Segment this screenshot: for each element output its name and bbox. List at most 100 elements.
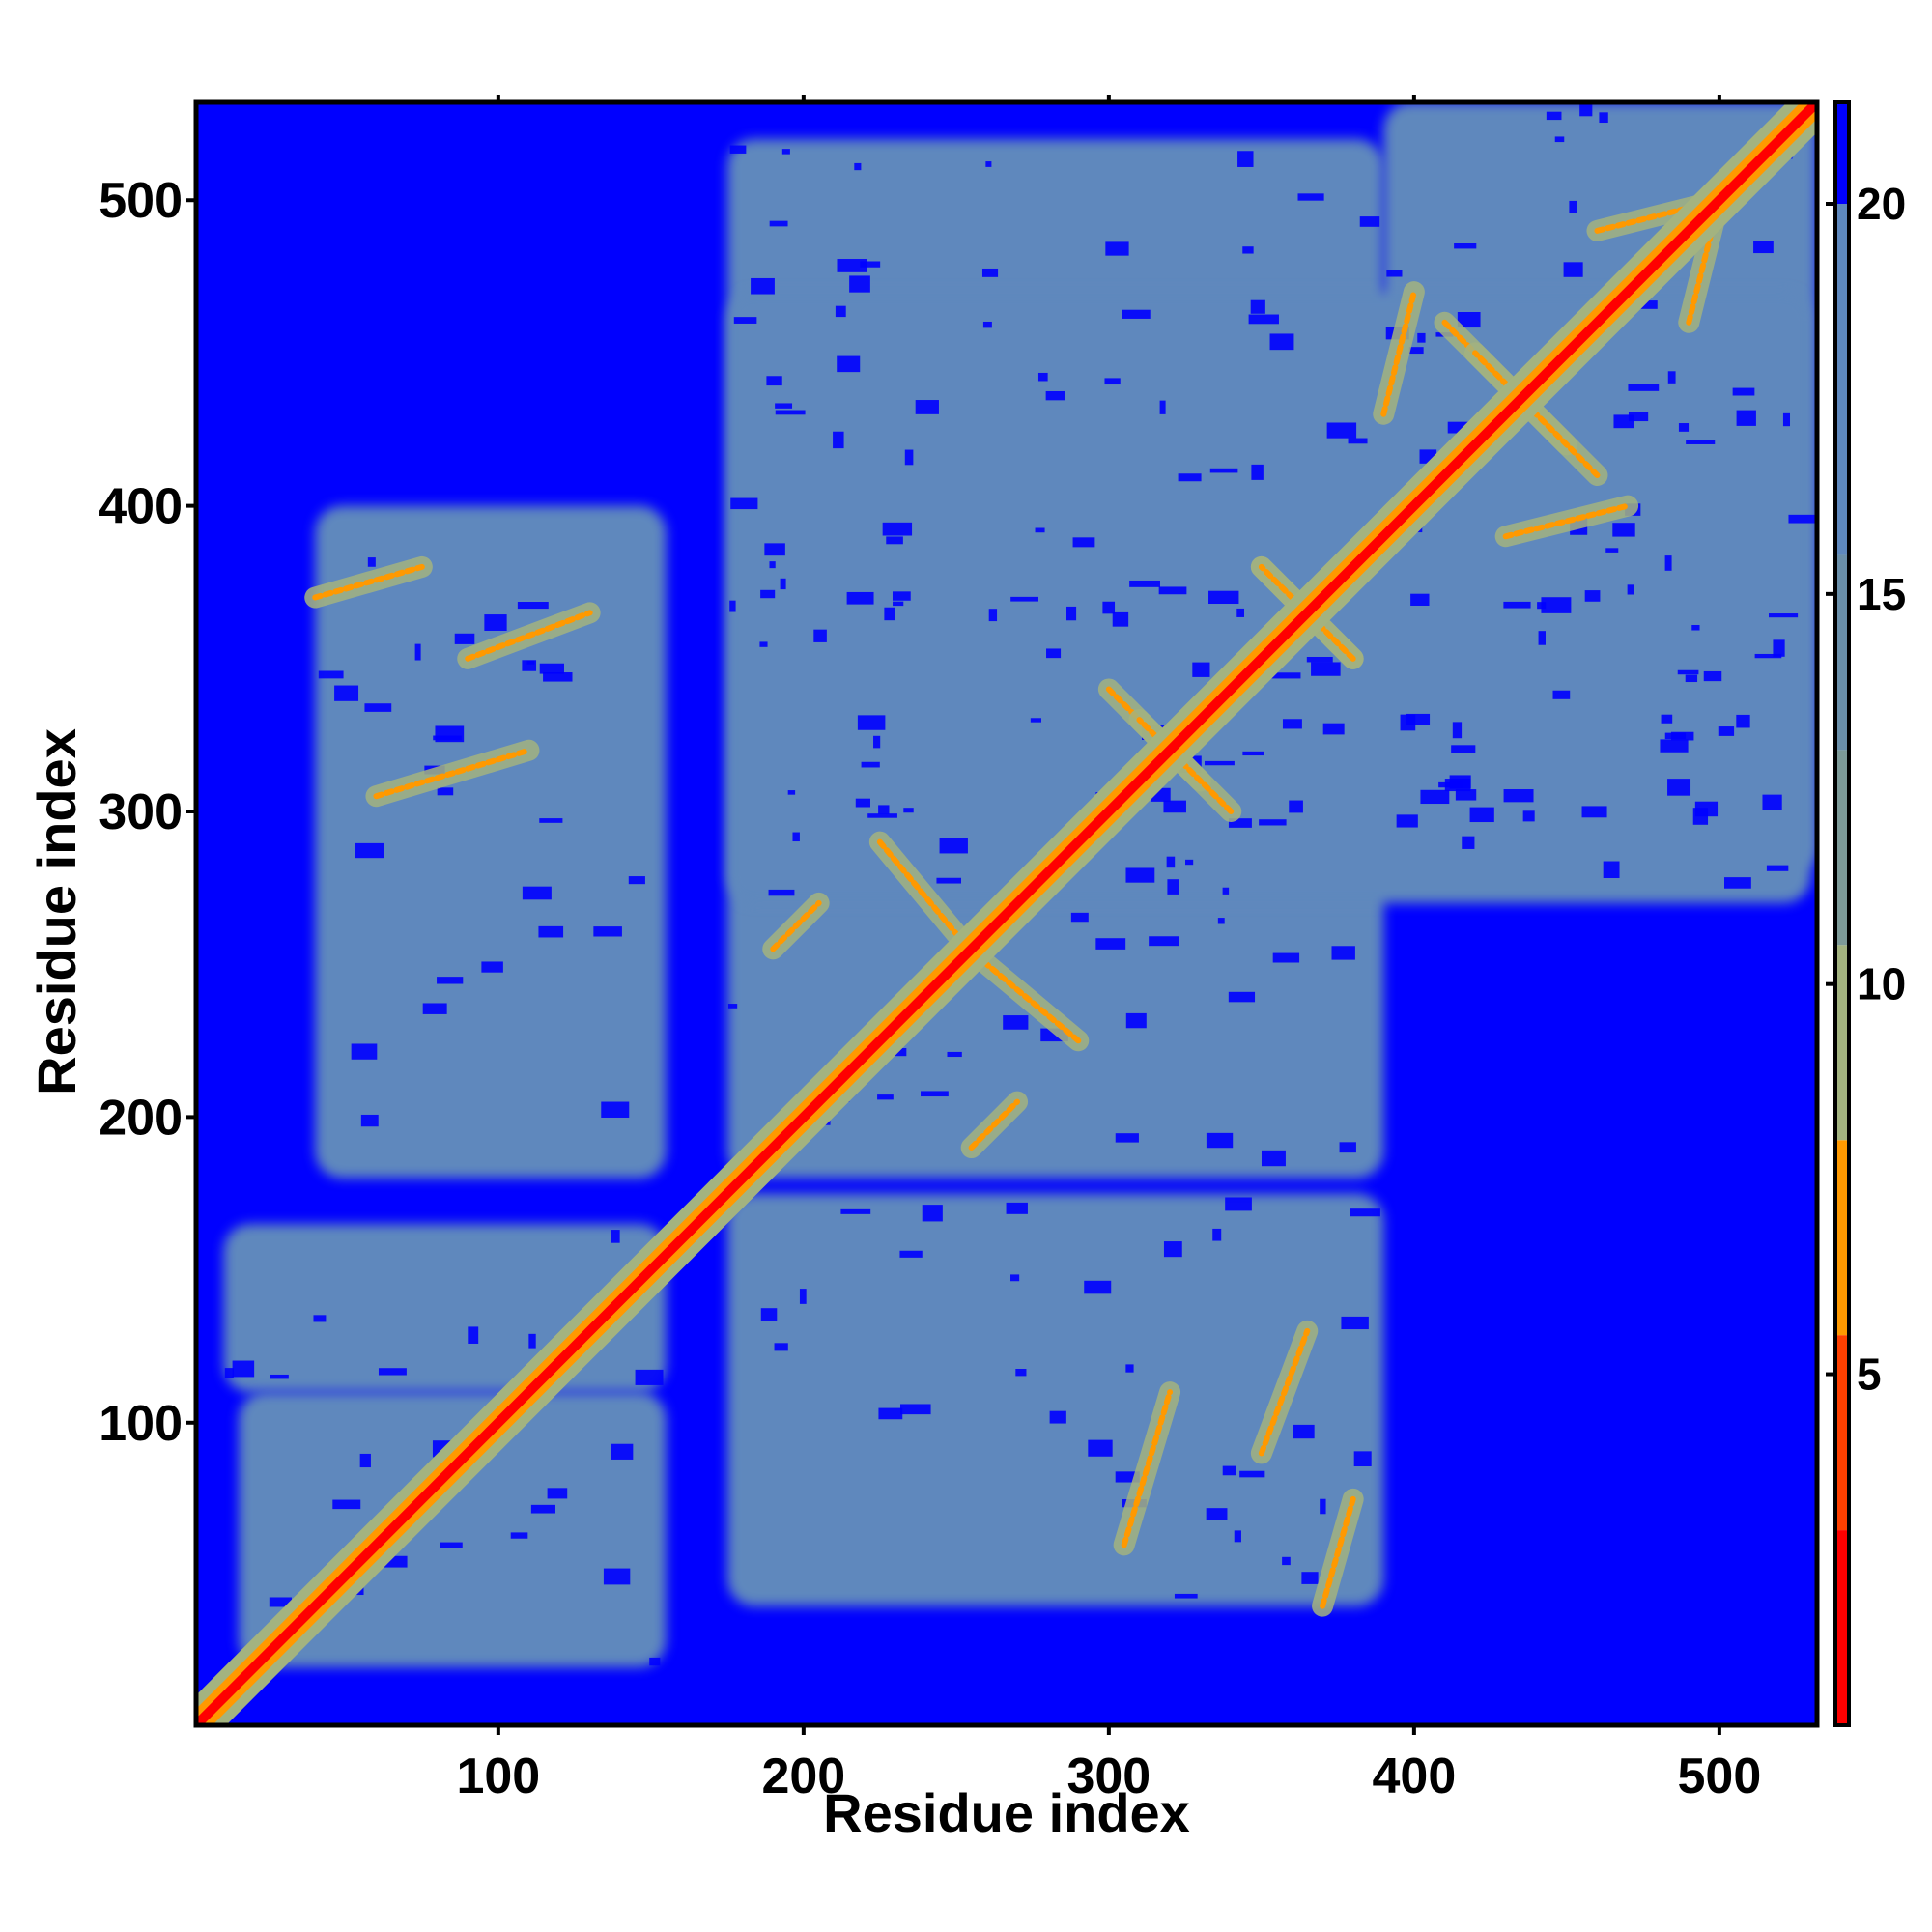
contact-gap (1359, 216, 1380, 227)
contact-gap (849, 275, 870, 293)
contact-gap (1581, 806, 1607, 818)
contact-feature (868, 831, 1090, 1052)
contact-gap (1049, 1410, 1066, 1424)
x-axis: 100 200 300 400 500 (456, 95, 1761, 1804)
contact-gap (547, 1488, 568, 1499)
contact-gap (1222, 887, 1230, 895)
contact-gap (1353, 1451, 1372, 1467)
contact-gap (1122, 309, 1151, 319)
contact-gap (1104, 378, 1121, 385)
contact-gap (318, 670, 344, 679)
contact-gap (1035, 527, 1045, 533)
contact-gap (1065, 606, 1077, 621)
contact-gap (360, 1114, 379, 1127)
contact-gap (903, 808, 914, 813)
contact-feature (457, 602, 1319, 1464)
contact-gap (922, 1205, 943, 1222)
contact-gap (1766, 865, 1789, 871)
x-tick-label: 400 (1372, 1748, 1456, 1804)
contact-gap (440, 1542, 463, 1548)
contact-gap (1584, 590, 1601, 602)
contact-gap (1125, 1364, 1134, 1373)
contact-gap (878, 805, 890, 814)
contact-gap (1125, 867, 1155, 883)
contact-gap (1030, 718, 1041, 723)
contact-gap (1166, 856, 1176, 868)
contact-gap (729, 600, 736, 612)
contact-gap (1341, 1316, 1369, 1330)
contact-gap (878, 1407, 903, 1420)
contact-gap (1010, 1274, 1020, 1282)
contact-gap (1462, 836, 1475, 849)
contact-gap (1003, 1015, 1029, 1030)
contact-gap (1185, 859, 1194, 866)
contact-gap (1718, 726, 1735, 736)
contact-gap (1102, 601, 1116, 614)
colorbar-band (1835, 945, 1849, 1141)
contact-gap (1209, 468, 1238, 473)
contact-gap (1691, 624, 1700, 631)
contact-gap (1167, 879, 1179, 895)
contact-gap (985, 161, 992, 167)
contact-gap (522, 886, 552, 900)
contact-gap (769, 220, 788, 227)
contact-feature (365, 739, 1181, 1556)
colorbar-band (1835, 204, 1849, 555)
contact-gap (799, 1289, 807, 1304)
contact-feature (1097, 678, 1242, 823)
main-diagonal (196, 102, 1817, 1725)
contact-gap (775, 410, 806, 415)
contact-gap (1301, 1572, 1319, 1584)
contact-gap (1667, 779, 1691, 796)
contact-gap (1350, 1208, 1380, 1217)
contact-gap (781, 149, 790, 155)
contact-gap (899, 1404, 931, 1415)
contact-gap (1677, 669, 1699, 675)
contact-gap (854, 162, 862, 171)
contact-gap (1178, 473, 1202, 482)
contact-gap (760, 589, 776, 599)
contact-gap (1228, 991, 1256, 1003)
contact-gap (1703, 670, 1722, 682)
y-tick-label: 400 (99, 479, 183, 535)
contact-gap (611, 1230, 620, 1243)
heatmap-layer (196, 102, 1817, 1725)
contact-gap (1037, 372, 1048, 382)
contact-gap (886, 536, 903, 545)
contact-gap (611, 1443, 634, 1460)
contact-gap (1694, 801, 1719, 817)
contact-gap (1503, 789, 1534, 803)
contact-gap (1667, 371, 1676, 384)
contact-gap (1538, 631, 1546, 645)
contact-gap (921, 1091, 949, 1097)
contact-gap (1192, 662, 1210, 677)
contact-gap (1773, 639, 1785, 657)
contact-feature (762, 892, 1029, 1159)
contact-gap (947, 1051, 962, 1058)
contact-gap (1451, 745, 1476, 753)
contact-gap (454, 633, 475, 644)
contact-gap (982, 321, 992, 328)
contact-gap (1217, 918, 1225, 924)
contact-gap (1228, 818, 1252, 828)
contact-gap (837, 355, 861, 373)
contact-gap (769, 561, 776, 569)
contact-gap (1225, 1197, 1252, 1211)
contact-gap (1045, 390, 1065, 401)
contact-gap (1293, 1424, 1315, 1439)
contact-gap (1348, 438, 1368, 444)
contact-gap (861, 761, 880, 768)
contact-gap (1259, 819, 1287, 826)
x-tick-label: 100 (456, 1748, 540, 1804)
contact-gap (1599, 112, 1608, 124)
contact-gap (1311, 662, 1341, 676)
contact-gap (1339, 1142, 1356, 1153)
x-tick-label: 500 (1677, 1748, 1761, 1804)
contact-gap (1236, 608, 1245, 617)
contact-gap (1605, 548, 1619, 553)
y-tick-label: 200 (99, 1090, 183, 1146)
contact-gap (1088, 1439, 1113, 1457)
contact-gap (367, 557, 376, 567)
contact-gap (1046, 648, 1062, 659)
